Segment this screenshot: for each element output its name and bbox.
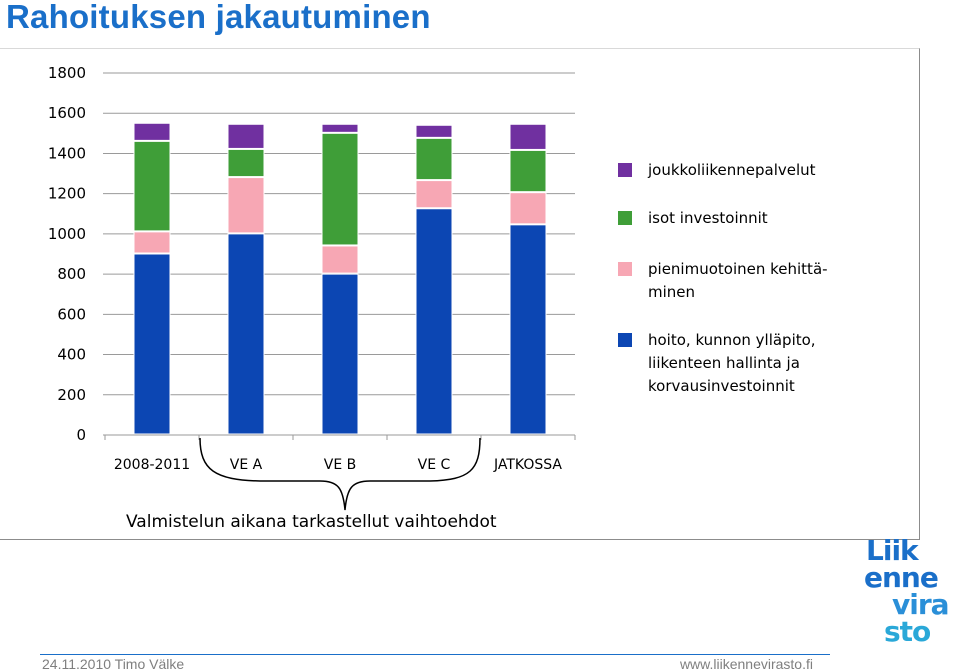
logo-line-3: vira bbox=[892, 588, 950, 621]
legend-label: joukkoliikennepalvelut bbox=[647, 161, 816, 179]
logo-line-2: enne bbox=[864, 561, 939, 594]
y-tick-label: 1600 bbox=[48, 104, 86, 122]
legend-label: korvausinvestoinnit bbox=[648, 377, 795, 395]
bar-segment bbox=[509, 192, 547, 225]
legend-label: isot investoinnit bbox=[648, 209, 768, 227]
brace-shape bbox=[199, 437, 481, 511]
legend-swatch bbox=[618, 262, 632, 276]
bar-segment bbox=[133, 140, 171, 232]
stacked-bar-chart: 0 200 400 600 800 1000 1200 1400 1600 1800 2008-20… bbox=[48, 64, 828, 532]
x-category-label: VE B bbox=[324, 457, 356, 473]
legend-layer: joukkoliikennepalvelut isot investoinnit p… bbox=[618, 161, 828, 395]
bar-segment bbox=[321, 245, 359, 274]
legend-swatch bbox=[618, 163, 632, 177]
footer-divider bbox=[40, 654, 830, 655]
x-category-label: JATKOSSA bbox=[493, 457, 562, 473]
bar-segment bbox=[509, 123, 547, 150]
bar-segment bbox=[321, 273, 359, 435]
brace-layer: Valmistelun aikana tarkastellut vaihtoeh… bbox=[126, 437, 497, 532]
y-tick-label: 1400 bbox=[48, 144, 86, 162]
y-tick-label: 600 bbox=[57, 305, 86, 323]
bar-segment bbox=[227, 123, 265, 149]
y-tick-label: 200 bbox=[57, 386, 86, 404]
liikennevirasto-logo: Liik enne vira sto bbox=[862, 536, 958, 646]
bar-segment bbox=[227, 148, 265, 178]
y-tick-label: 1000 bbox=[48, 225, 86, 243]
slide-title: Rahoituksen jakautuminen bbox=[6, 0, 431, 35]
logo-line-4: sto bbox=[884, 615, 931, 648]
legend-label: minen bbox=[648, 283, 695, 301]
legend-swatch bbox=[618, 333, 632, 347]
bar-segment bbox=[321, 132, 359, 246]
y-tick-label: 800 bbox=[57, 265, 86, 283]
bars-layer bbox=[133, 122, 547, 435]
logo-line-1: Liik bbox=[866, 534, 919, 567]
bar-segment bbox=[415, 180, 453, 209]
axis-layer: 0 200 400 600 800 1000 1200 1400 1600 1800 2008-20… bbox=[48, 64, 576, 473]
x-category-label: 2008-2011 bbox=[114, 457, 190, 473]
bar-segment bbox=[415, 208, 453, 435]
footer-website: www.liikennevirasto.fi bbox=[679, 656, 813, 672]
legend-label: pienimuotoinen kehittä- bbox=[648, 260, 828, 278]
bar-segment bbox=[509, 224, 547, 435]
brace-caption: Valmistelun aikana tarkastellut vaihtoeh… bbox=[126, 512, 497, 532]
bar-segment bbox=[415, 137, 453, 181]
y-tick-label: 0 bbox=[76, 426, 86, 444]
legend-label: hoito, kunnon ylläpito, bbox=[648, 331, 816, 349]
bar-segment bbox=[133, 122, 171, 141]
y-tick-label: 1200 bbox=[48, 185, 86, 203]
y-tick-label: 1800 bbox=[48, 64, 86, 82]
bar-segment bbox=[509, 149, 547, 193]
legend-swatch bbox=[618, 211, 632, 225]
x-category-label: VE C bbox=[418, 457, 451, 473]
x-category-label: VE A bbox=[230, 457, 263, 473]
bar-segment bbox=[133, 231, 171, 254]
bar-segment bbox=[133, 253, 171, 435]
bar-segment bbox=[321, 123, 359, 133]
bar-segment bbox=[227, 177, 265, 234]
y-tick-label: 400 bbox=[57, 346, 86, 364]
legend-label: liikenteen hallinta ja bbox=[648, 354, 800, 372]
bar-segment bbox=[415, 124, 453, 138]
footer-date-author: 24.11.2010 Timo Välke bbox=[42, 656, 185, 672]
bar-segment bbox=[227, 233, 265, 435]
chart-frame bbox=[0, 48, 920, 540]
